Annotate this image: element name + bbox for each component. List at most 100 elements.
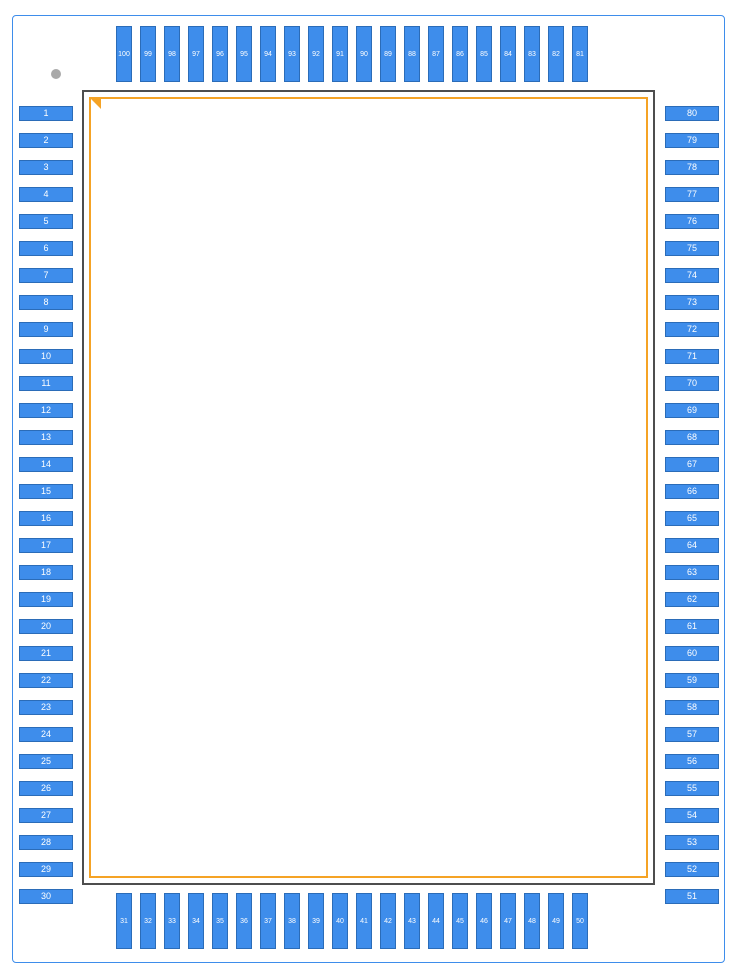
- pin-91: 91: [332, 26, 348, 82]
- pin-79: 79: [665, 133, 719, 148]
- pin-3: 3: [19, 160, 73, 175]
- pin-43: 43: [404, 893, 420, 949]
- pin-36: 36: [236, 893, 252, 949]
- pin-4: 4: [19, 187, 73, 202]
- pin-19: 19: [19, 592, 73, 607]
- ic-body-outline: [82, 90, 655, 885]
- pin-6: 6: [19, 241, 73, 256]
- pin-53: 53: [665, 835, 719, 850]
- pin-13: 13: [19, 430, 73, 445]
- pin-59: 59: [665, 673, 719, 688]
- pin-62: 62: [665, 592, 719, 607]
- pin-48: 48: [524, 893, 540, 949]
- pin-25: 25: [19, 754, 73, 769]
- pin-98: 98: [164, 26, 180, 82]
- pin-70: 70: [665, 376, 719, 391]
- pin-20: 20: [19, 619, 73, 634]
- pin-77: 77: [665, 187, 719, 202]
- pin-8: 8: [19, 295, 73, 310]
- pin-46: 46: [476, 893, 492, 949]
- pin-42: 42: [380, 893, 396, 949]
- pin-41: 41: [356, 893, 372, 949]
- pin-21: 21: [19, 646, 73, 661]
- pin-27: 27: [19, 808, 73, 823]
- pin-85: 85: [476, 26, 492, 82]
- pin-39: 39: [308, 893, 324, 949]
- pin-52: 52: [665, 862, 719, 877]
- pin-64: 64: [665, 538, 719, 553]
- pin-74: 74: [665, 268, 719, 283]
- pin-9: 9: [19, 322, 73, 337]
- pin-92: 92: [308, 26, 324, 82]
- pin-81: 81: [572, 26, 588, 82]
- pin-73: 73: [665, 295, 719, 310]
- pin-26: 26: [19, 781, 73, 796]
- pin-78: 78: [665, 160, 719, 175]
- pin1-notch: [91, 99, 101, 109]
- pin-51: 51: [665, 889, 719, 904]
- pin-54: 54: [665, 808, 719, 823]
- pin-97: 97: [188, 26, 204, 82]
- pin1-indicator-dot: [51, 69, 61, 79]
- pin-90: 90: [356, 26, 372, 82]
- pin-95: 95: [236, 26, 252, 82]
- pin-35: 35: [212, 893, 228, 949]
- pin-1: 1: [19, 106, 73, 121]
- pin-96: 96: [212, 26, 228, 82]
- pin-17: 17: [19, 538, 73, 553]
- ic-body-inner: [89, 97, 648, 878]
- pin-47: 47: [500, 893, 516, 949]
- pin-44: 44: [428, 893, 444, 949]
- pin-69: 69: [665, 403, 719, 418]
- pin-33: 33: [164, 893, 180, 949]
- pin-7: 7: [19, 268, 73, 283]
- pin-99: 99: [140, 26, 156, 82]
- pin-94: 94: [260, 26, 276, 82]
- pin-75: 75: [665, 241, 719, 256]
- pin-50: 50: [572, 893, 588, 949]
- pin-5: 5: [19, 214, 73, 229]
- pin-2: 2: [19, 133, 73, 148]
- pin-30: 30: [19, 889, 73, 904]
- pin-67: 67: [665, 457, 719, 472]
- pin-93: 93: [284, 26, 300, 82]
- pin-49: 49: [548, 893, 564, 949]
- pin-86: 86: [452, 26, 468, 82]
- pin-38: 38: [284, 893, 300, 949]
- pin-56: 56: [665, 754, 719, 769]
- pin-66: 66: [665, 484, 719, 499]
- pin-63: 63: [665, 565, 719, 580]
- pin-82: 82: [548, 26, 564, 82]
- pin-87: 87: [428, 26, 444, 82]
- pin-61: 61: [665, 619, 719, 634]
- pin-34: 34: [188, 893, 204, 949]
- pin-16: 16: [19, 511, 73, 526]
- pin-89: 89: [380, 26, 396, 82]
- pin-100: 100: [116, 26, 132, 82]
- pin-10: 10: [19, 349, 73, 364]
- pin-24: 24: [19, 727, 73, 742]
- pin-28: 28: [19, 835, 73, 850]
- pin-29: 29: [19, 862, 73, 877]
- pin-11: 11: [19, 376, 73, 391]
- pin-58: 58: [665, 700, 719, 715]
- pin-22: 22: [19, 673, 73, 688]
- pin-31: 31: [116, 893, 132, 949]
- pin-88: 88: [404, 26, 420, 82]
- pin-57: 57: [665, 727, 719, 742]
- pin-14: 14: [19, 457, 73, 472]
- pin-65: 65: [665, 511, 719, 526]
- pin-45: 45: [452, 893, 468, 949]
- pin-55: 55: [665, 781, 719, 796]
- pin-76: 76: [665, 214, 719, 229]
- pin-15: 15: [19, 484, 73, 499]
- pin-84: 84: [500, 26, 516, 82]
- pin-60: 60: [665, 646, 719, 661]
- pin-12: 12: [19, 403, 73, 418]
- pin-68: 68: [665, 430, 719, 445]
- pin-37: 37: [260, 893, 276, 949]
- pin-40: 40: [332, 893, 348, 949]
- pin-80: 80: [665, 106, 719, 121]
- pin-83: 83: [524, 26, 540, 82]
- pcb-footprint-canvas: 1234567891011121314151617181920212223242…: [0, 0, 738, 978]
